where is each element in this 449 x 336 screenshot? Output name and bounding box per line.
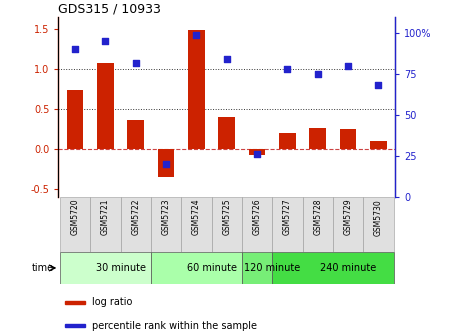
- Bar: [272, 197, 303, 252]
- Bar: [340, 129, 357, 149]
- Bar: [158, 149, 174, 177]
- Bar: [363, 197, 394, 252]
- Text: log ratio: log ratio: [92, 297, 132, 307]
- Bar: [309, 128, 326, 149]
- Text: GSM5725: GSM5725: [222, 199, 231, 236]
- Text: GSM5727: GSM5727: [283, 199, 292, 236]
- Text: GSM5723: GSM5723: [162, 199, 171, 236]
- Text: GDS315 / 10933: GDS315 / 10933: [58, 3, 161, 16]
- Bar: [151, 197, 181, 252]
- Text: 60 minute: 60 minute: [187, 263, 237, 273]
- Bar: [151, 252, 242, 284]
- Point: [314, 71, 321, 77]
- Text: percentile rank within the sample: percentile rank within the sample: [92, 321, 257, 331]
- Point: [223, 56, 230, 62]
- Text: GSM5724: GSM5724: [192, 199, 201, 236]
- Bar: [65, 324, 85, 327]
- Bar: [67, 89, 84, 149]
- Text: 30 minute: 30 minute: [96, 263, 145, 273]
- Bar: [121, 197, 151, 252]
- Bar: [218, 117, 235, 149]
- Text: GSM5720: GSM5720: [70, 199, 79, 236]
- Bar: [181, 197, 211, 252]
- Bar: [272, 252, 394, 284]
- Bar: [211, 197, 242, 252]
- Point: [71, 47, 79, 52]
- Text: GSM5728: GSM5728: [313, 199, 322, 235]
- Bar: [249, 149, 265, 155]
- Bar: [128, 120, 144, 149]
- Bar: [65, 301, 85, 304]
- Bar: [370, 141, 387, 149]
- Bar: [303, 197, 333, 252]
- Point: [344, 63, 352, 69]
- Bar: [242, 197, 272, 252]
- Bar: [60, 197, 90, 252]
- Text: 240 minute: 240 minute: [320, 263, 376, 273]
- Text: GSM5729: GSM5729: [343, 199, 352, 236]
- Point: [163, 161, 170, 167]
- Point: [375, 83, 382, 88]
- Text: 120 minute: 120 minute: [244, 263, 300, 273]
- Text: GSM5726: GSM5726: [253, 199, 262, 236]
- Point: [254, 152, 261, 157]
- Bar: [279, 133, 296, 149]
- Bar: [97, 63, 114, 149]
- Text: GSM5730: GSM5730: [374, 199, 383, 236]
- Text: GSM5722: GSM5722: [131, 199, 140, 235]
- Point: [132, 60, 139, 65]
- Bar: [242, 252, 272, 284]
- Text: GSM5721: GSM5721: [101, 199, 110, 235]
- Point: [284, 67, 291, 72]
- Text: time: time: [32, 263, 54, 273]
- Bar: [188, 30, 205, 149]
- Bar: [60, 252, 151, 284]
- Bar: [90, 197, 121, 252]
- Bar: [333, 197, 363, 252]
- Point: [193, 32, 200, 38]
- Point: [102, 39, 109, 44]
